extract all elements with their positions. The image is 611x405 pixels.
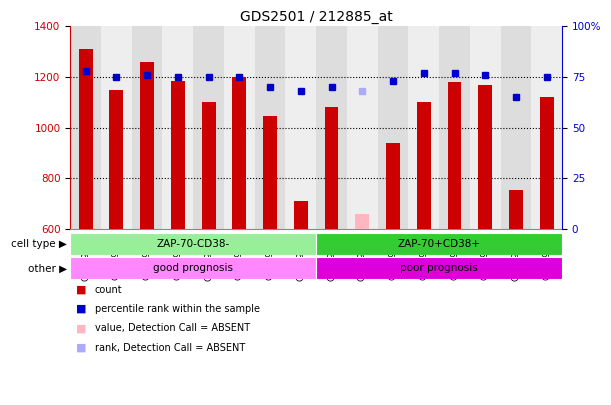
Text: ZAP-70+CD38+: ZAP-70+CD38+ [398, 239, 481, 249]
Text: ■: ■ [76, 285, 87, 294]
Bar [324, 107, 338, 229]
Bar [509, 190, 523, 229]
Bar [109, 90, 123, 229]
Bar [224, 26, 255, 229]
Bar [202, 102, 216, 229]
Bar [532, 26, 562, 229]
Bar [378, 26, 408, 229]
Text: value, Detection Call = ABSENT: value, Detection Call = ABSENT [95, 324, 250, 333]
Bar [347, 26, 378, 229]
Bar [193, 26, 224, 229]
Bar [540, 97, 554, 229]
Text: ■: ■ [76, 304, 87, 314]
Text: ■: ■ [76, 343, 87, 353]
Bar [478, 85, 492, 229]
Bar [79, 49, 92, 229]
Bar [500, 26, 532, 229]
Title: GDS2501 / 212885_at: GDS2501 / 212885_at [240, 10, 393, 24]
Text: ■: ■ [76, 324, 87, 333]
Text: percentile rank within the sample: percentile rank within the sample [95, 304, 260, 314]
Bar [163, 26, 193, 229]
Text: rank, Detection Call = ABSENT: rank, Detection Call = ABSENT [95, 343, 245, 353]
Bar [132, 26, 163, 229]
Bar [316, 257, 562, 279]
Bar [417, 102, 431, 229]
Bar [70, 233, 316, 255]
Text: other ▶: other ▶ [28, 263, 67, 273]
Text: poor prognosis: poor prognosis [400, 263, 478, 273]
Text: good prognosis: good prognosis [153, 263, 233, 273]
Bar [140, 62, 154, 229]
Bar [70, 257, 316, 279]
Bar [255, 26, 285, 229]
Bar [70, 26, 101, 229]
Text: ZAP-70-CD38-: ZAP-70-CD38- [156, 239, 230, 249]
Bar [294, 201, 308, 229]
Bar [316, 26, 347, 229]
Bar [316, 233, 562, 255]
Bar [232, 77, 246, 229]
Bar [263, 116, 277, 229]
Bar [439, 26, 470, 229]
Bar [408, 26, 439, 229]
Bar [470, 26, 500, 229]
Bar [101, 26, 132, 229]
Bar [448, 82, 461, 229]
Bar [171, 81, 185, 229]
Bar [386, 143, 400, 229]
Text: count: count [95, 285, 122, 294]
Text: cell type ▶: cell type ▶ [12, 239, 67, 249]
Bar [356, 214, 369, 229]
Bar [285, 26, 316, 229]
